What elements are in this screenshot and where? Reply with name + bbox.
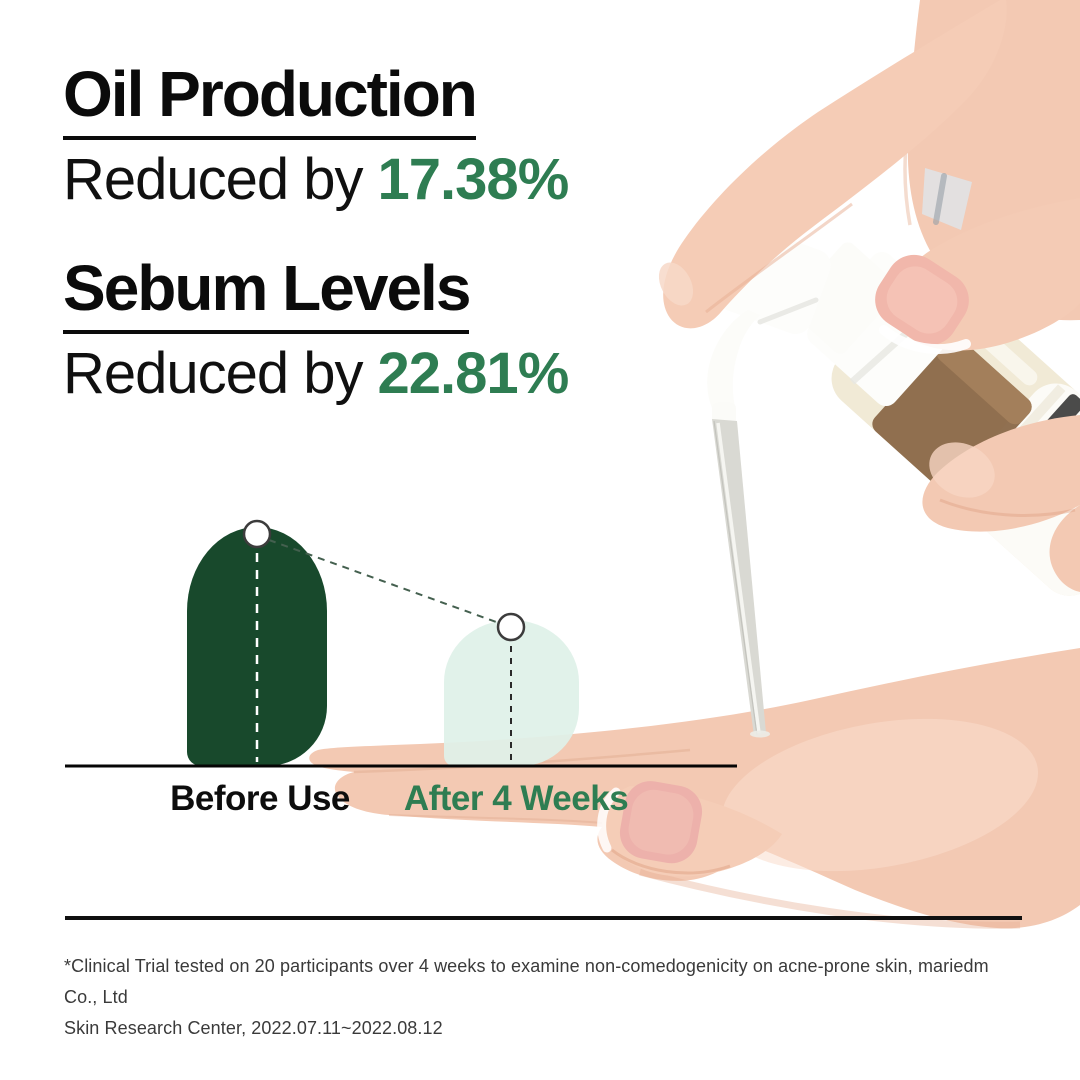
stat-title: Sebum Levels bbox=[63, 255, 471, 335]
receiving-hand bbox=[309, 648, 1080, 929]
pouring-thumb-nail bbox=[875, 254, 969, 346]
footnote-line2: Skin Research Center, 2022.07.11~2022.08… bbox=[64, 1018, 443, 1038]
footer-divider bbox=[65, 916, 1022, 920]
thumb-nail bbox=[619, 781, 703, 864]
pouring-thumb bbox=[875, 198, 1080, 354]
stat-sebum-levels: Sebum Levels Reduced by 22.81% bbox=[63, 255, 570, 407]
category-label-before: Before Use bbox=[170, 779, 350, 818]
bar-before-use bbox=[187, 527, 327, 766]
stat-subline: Reduced by 17.38% bbox=[63, 147, 570, 213]
pump-stem bbox=[789, 242, 899, 354]
index-finger bbox=[658, 0, 1007, 329]
category-label-after: After 4 Weeks bbox=[403, 779, 629, 818]
footnote-line1: *Clinical Trial tested on 20 participant… bbox=[64, 956, 989, 1007]
stat-value: 17.38% bbox=[377, 147, 570, 213]
stat-prefix: Reduced by bbox=[63, 341, 364, 407]
cupping-fingers bbox=[922, 415, 1080, 592]
stat-prefix: Reduced by bbox=[63, 147, 364, 213]
hand-highlight bbox=[721, 718, 1039, 872]
clinical-footnote: *Clinical Trial tested on 20 participant… bbox=[64, 951, 1004, 1044]
stat-title: Oil Production bbox=[63, 61, 478, 141]
stat-subline: Reduced by 22.81% bbox=[63, 341, 570, 407]
stat-value: 22.81% bbox=[377, 341, 570, 407]
liquid-stream bbox=[712, 419, 770, 738]
stat-oil-production: Oil Production Reduced by 17.38% bbox=[63, 61, 570, 213]
pump-spout bbox=[707, 310, 760, 414]
bar-after-4-weeks bbox=[443, 620, 579, 766]
